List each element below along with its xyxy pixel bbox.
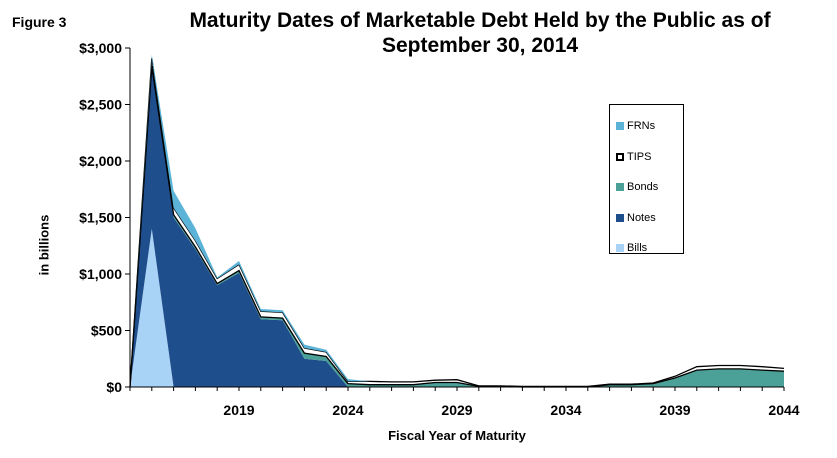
y-tick-label: $500 bbox=[91, 323, 122, 339]
y-tick-label: $2,500 bbox=[79, 97, 122, 113]
y-tick-label: $2,000 bbox=[79, 153, 122, 169]
legend-item-bills: Bills bbox=[616, 233, 683, 264]
legend-item-bonds: Bonds bbox=[616, 172, 683, 203]
area-series-notes bbox=[130, 66, 784, 387]
x-axis-label: Fiscal Year of Maturity bbox=[388, 428, 526, 443]
x-tick-label: 2019 bbox=[223, 402, 254, 418]
x-tick-label: 2044 bbox=[768, 402, 799, 418]
tips-lower-edge bbox=[129, 66, 785, 388]
legend-label: TIPS bbox=[627, 150, 652, 163]
x-tick-label: 2024 bbox=[332, 402, 363, 418]
legend-swatch bbox=[616, 213, 624, 222]
x-tick-label: 2039 bbox=[659, 402, 690, 418]
y-tick-label: $0 bbox=[106, 379, 122, 395]
legend-swatch bbox=[616, 244, 624, 253]
legend-swatch bbox=[616, 152, 624, 161]
chart-legend: FRNs TIPS Bonds Notes Bills bbox=[609, 104, 684, 254]
y-tick-label: $3,000 bbox=[79, 40, 122, 56]
x-tick-label: 2029 bbox=[441, 402, 472, 418]
legend-label: FRNs bbox=[627, 120, 656, 133]
legend-label: Notes bbox=[627, 211, 656, 224]
legend-label: Bonds bbox=[627, 181, 659, 194]
chart-title: Maturity Dates of Marketable Debt Held b… bbox=[189, 9, 771, 57]
figure-label: Figure 3 bbox=[12, 14, 67, 30]
legend-item-frns: FRNs bbox=[616, 111, 683, 142]
x-tick-label: 2034 bbox=[550, 402, 581, 418]
y-tick-label: $1,500 bbox=[79, 210, 122, 226]
legend-swatch bbox=[616, 183, 624, 192]
legend-item-tips: TIPS bbox=[616, 142, 683, 173]
legend-item-notes: Notes bbox=[616, 203, 683, 234]
legend-label: Bills bbox=[627, 242, 648, 255]
legend-swatch bbox=[616, 122, 624, 131]
y-tick-label: $1,000 bbox=[79, 266, 122, 282]
